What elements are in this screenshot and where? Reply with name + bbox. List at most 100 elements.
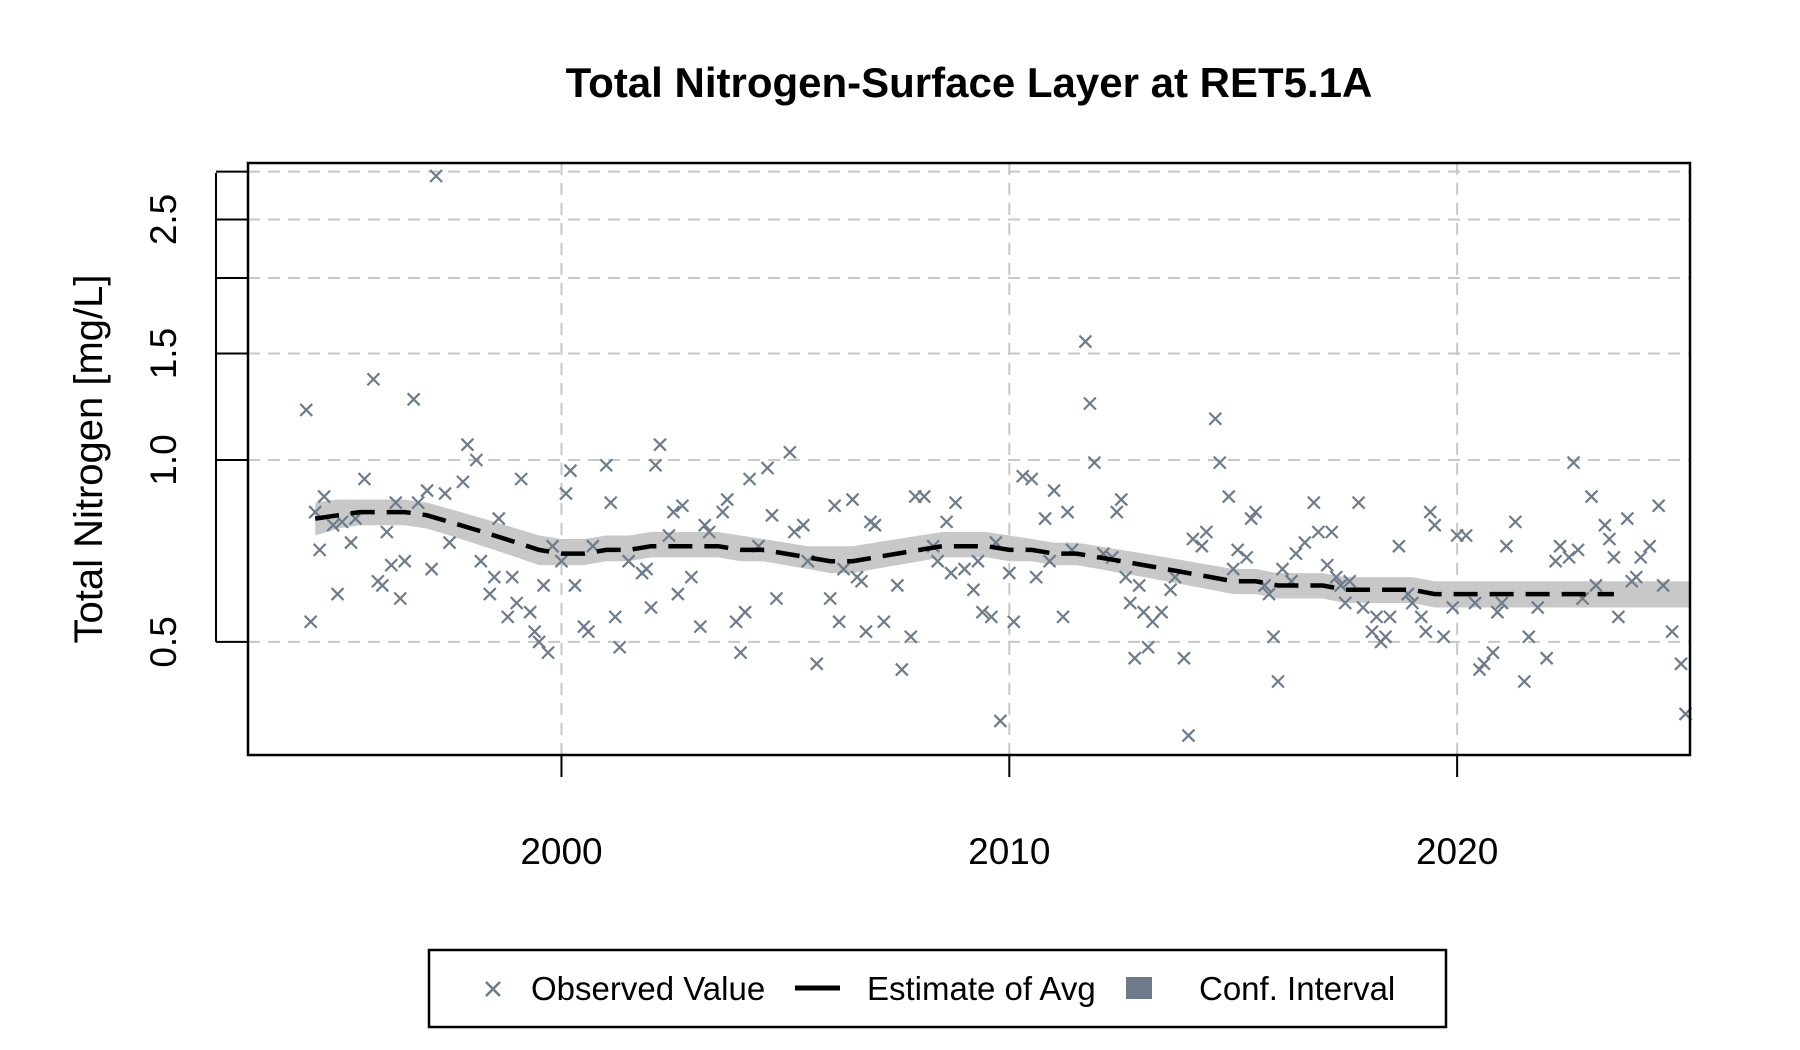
observed-point — [1342, 574, 1357, 589]
observed-point — [1123, 596, 1137, 610]
observed-point — [1038, 511, 1052, 526]
observed-point — [1642, 539, 1657, 553]
observed-point — [836, 562, 851, 576]
observed-point — [1114, 492, 1129, 507]
observed-point — [380, 525, 394, 539]
observed-point — [1248, 505, 1263, 519]
observed-point — [1307, 495, 1321, 510]
observed-point — [1320, 558, 1335, 572]
observed-point — [456, 475, 470, 489]
observed-point — [599, 458, 614, 473]
observed-point — [1042, 554, 1057, 568]
x-tick-label: 2010 — [968, 831, 1050, 872]
observed-point — [492, 511, 506, 526]
observed-point — [1029, 570, 1043, 584]
observed-point — [742, 472, 757, 486]
observed-point — [1602, 532, 1617, 546]
observed-point — [1208, 411, 1223, 426]
observed-point — [662, 528, 676, 543]
observed-point — [1324, 525, 1339, 539]
observed-point — [1553, 539, 1567, 553]
observed-point — [429, 169, 443, 183]
observed-point — [1392, 539, 1406, 553]
observed-point — [971, 554, 985, 568]
observed-point — [993, 714, 1008, 728]
observed-point — [1110, 505, 1124, 519]
observed-point — [1356, 600, 1370, 615]
observed-point — [715, 505, 730, 519]
observed-point — [648, 458, 663, 473]
observed-point — [1351, 495, 1366, 510]
observed-points-layer — [299, 169, 1693, 743]
observed-point — [1289, 546, 1303, 561]
observed-point — [1047, 483, 1061, 498]
observed-point — [671, 587, 685, 601]
y-tick-label: 2.5 — [143, 194, 184, 245]
observed-point — [1181, 728, 1196, 743]
observed-point — [1163, 582, 1178, 597]
observed-point — [1607, 550, 1621, 565]
observed-point — [1651, 498, 1666, 513]
observed-point — [1015, 469, 1030, 483]
observed-point — [1589, 578, 1603, 593]
observed-point — [975, 605, 990, 619]
observed-point — [1127, 651, 1142, 665]
observed-point — [563, 463, 578, 478]
legend-observed-x — [485, 981, 501, 997]
observed-point — [1271, 674, 1285, 689]
y-tick-label: 1.0 — [143, 434, 184, 485]
observed-point — [939, 515, 954, 529]
observed-point — [442, 535, 457, 550]
observed-point — [469, 453, 484, 467]
observed-point — [612, 640, 627, 655]
observed-point — [317, 489, 331, 504]
observed-point — [375, 578, 390, 593]
grid-layer — [248, 163, 1690, 755]
observed-point — [523, 605, 537, 619]
observed-point — [845, 492, 860, 507]
observed-point — [1311, 525, 1326, 539]
observed-point — [384, 558, 399, 572]
observed-point — [1239, 550, 1254, 565]
observed-point — [1007, 614, 1021, 629]
observed-point — [1508, 515, 1523, 529]
observed-point — [335, 515, 349, 529]
observed-point — [1087, 455, 1102, 470]
legend-estimate-label: Estimate of Avg — [867, 970, 1096, 1007]
observed-point — [1262, 587, 1276, 601]
observed-point — [693, 619, 708, 634]
observed-point — [653, 437, 667, 452]
observed-point — [603, 495, 618, 510]
observed-point — [1477, 657, 1491, 671]
observed-point — [393, 591, 408, 606]
observed-point — [1002, 566, 1017, 580]
observed-point — [1266, 629, 1281, 644]
observed-point — [1186, 532, 1200, 546]
observed-point — [760, 461, 775, 475]
observed-point — [917, 489, 931, 504]
legend-ci-label: Conf. Interval — [1199, 970, 1395, 1007]
observed-point — [621, 554, 636, 568]
observed-point — [702, 525, 717, 539]
observed-point — [868, 518, 882, 532]
observed-point — [505, 570, 519, 584]
observed-point — [500, 610, 515, 624]
observed-point — [536, 578, 551, 593]
observed-point — [326, 518, 340, 532]
observed-point — [1611, 610, 1626, 624]
observed-point — [1566, 455, 1581, 470]
observed-point — [1083, 396, 1097, 411]
observed-point — [1414, 610, 1429, 624]
estimate-line-layer — [314, 509, 1614, 597]
estimate-line — [314, 509, 1614, 597]
observed-point — [738, 605, 752, 619]
observed-point — [904, 629, 918, 644]
observed-point — [1141, 640, 1155, 655]
observed-point — [1427, 518, 1442, 532]
observed-point — [698, 518, 712, 532]
observed-point — [966, 582, 981, 597]
observed-point — [344, 535, 358, 550]
observed-point — [474, 554, 488, 568]
